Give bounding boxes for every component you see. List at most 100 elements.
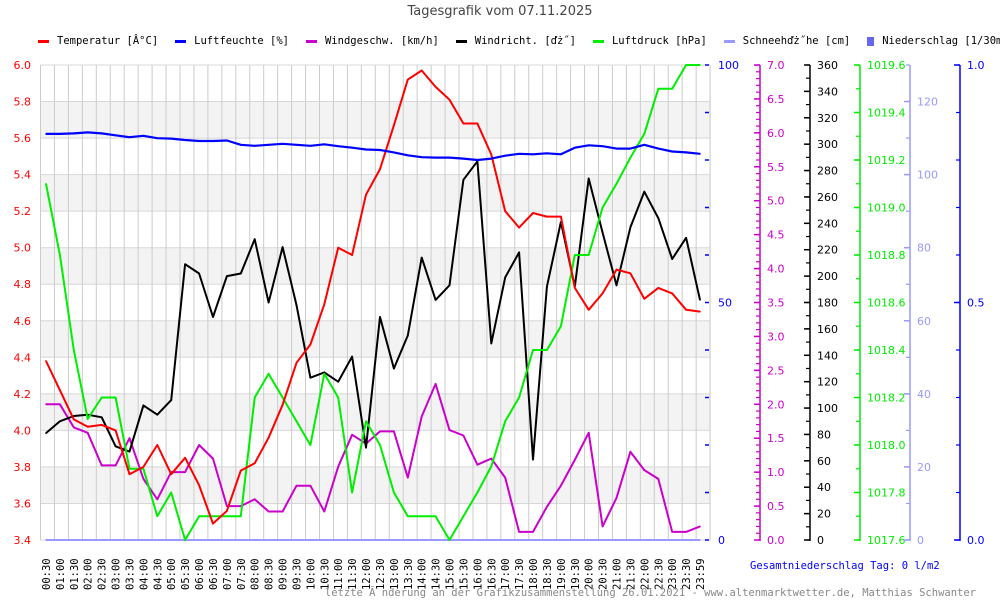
x-tick-label: 02:00 bbox=[83, 558, 95, 590]
data-point bbox=[59, 133, 61, 135]
data-point bbox=[699, 299, 701, 301]
data-point bbox=[573, 459, 576, 461]
data-point bbox=[476, 463, 479, 466]
data-point bbox=[267, 539, 270, 541]
data-point bbox=[504, 154, 506, 157]
legend-label: Temperatur [Â°C] bbox=[57, 35, 159, 47]
windspeed-tick-label: 5.0 bbox=[767, 195, 785, 208]
data-point bbox=[560, 484, 562, 487]
data-point bbox=[156, 444, 159, 446]
data-point bbox=[323, 372, 326, 375]
x-tick-label: 09:00 bbox=[278, 558, 290, 590]
data-point bbox=[587, 431, 590, 434]
data-point bbox=[504, 476, 506, 479]
winddir-tick-label: 60 bbox=[817, 455, 831, 468]
data-point bbox=[462, 178, 465, 181]
series-dir bbox=[45, 160, 701, 461]
data-point bbox=[45, 133, 47, 135]
legend-label: Niederschlag [1/30min] bbox=[882, 35, 1000, 47]
windspeed-tick-label: 0.5 bbox=[767, 500, 785, 513]
data-point bbox=[615, 539, 618, 541]
data-point bbox=[685, 151, 687, 154]
data-point bbox=[337, 465, 340, 468]
data-point bbox=[434, 539, 437, 541]
winddir-tick-label: 0 bbox=[817, 534, 824, 547]
data-point bbox=[671, 292, 673, 295]
data-point bbox=[281, 143, 284, 145]
pressure-tick-label: 1018.0 bbox=[867, 439, 906, 452]
x-tick-label: 02:30 bbox=[97, 558, 109, 590]
data-point bbox=[490, 465, 493, 468]
data-point bbox=[281, 510, 284, 513]
data-point bbox=[601, 145, 604, 148]
x-tick-label: 01:00 bbox=[55, 558, 67, 590]
data-point bbox=[629, 156, 632, 159]
data-point bbox=[546, 215, 548, 218]
data-point bbox=[253, 462, 256, 465]
data-point bbox=[226, 139, 228, 142]
temp-tick-label: 5.0 bbox=[14, 242, 32, 255]
data-point bbox=[100, 464, 103, 467]
pressure-tick-label: 1019.4 bbox=[867, 107, 906, 120]
pressure-tick-label: 1019.2 bbox=[867, 154, 906, 167]
data-point bbox=[699, 525, 701, 528]
x-tick-label: 23:59 bbox=[695, 558, 707, 590]
data-point bbox=[253, 539, 256, 541]
data-point bbox=[100, 416, 103, 419]
snow-tick-label: 40 bbox=[917, 388, 931, 401]
data-point bbox=[198, 444, 200, 446]
data-point bbox=[240, 272, 242, 275]
data-point bbox=[240, 539, 242, 541]
x-tick-label: 18:00 bbox=[528, 558, 540, 590]
data-point bbox=[601, 292, 604, 295]
data-point bbox=[365, 539, 367, 541]
data-point bbox=[560, 215, 562, 218]
legend-swatch bbox=[867, 36, 875, 46]
data-point bbox=[406, 334, 409, 337]
data-point bbox=[518, 153, 520, 155]
data-point bbox=[615, 284, 618, 287]
data-point bbox=[671, 531, 673, 533]
data-point bbox=[351, 491, 353, 494]
legend-label: Windricht. [ďż˝] bbox=[474, 35, 576, 47]
data-point bbox=[699, 539, 701, 541]
data-point bbox=[490, 157, 493, 160]
data-point bbox=[379, 149, 381, 151]
windspeed-tick-label: 6.0 bbox=[767, 127, 785, 140]
x-tick-label: 18:30 bbox=[542, 558, 554, 590]
data-point bbox=[86, 431, 89, 434]
data-point bbox=[73, 349, 75, 351]
data-point bbox=[337, 246, 340, 249]
windspeed-tick-label: 1.5 bbox=[767, 432, 785, 445]
data-point bbox=[643, 469, 646, 471]
data-point bbox=[295, 420, 298, 423]
data-point bbox=[365, 148, 367, 151]
data-point bbox=[629, 450, 632, 453]
x-tick-label: 10:30 bbox=[319, 558, 331, 590]
precip-tick-label: 0.0 bbox=[967, 534, 985, 547]
data-point bbox=[142, 478, 145, 480]
data-point bbox=[295, 361, 298, 364]
data-point bbox=[448, 539, 451, 541]
data-point bbox=[142, 466, 145, 468]
series-line-wind bbox=[46, 382, 701, 533]
x-tick-label: 19:00 bbox=[556, 558, 568, 590]
data-point bbox=[420, 156, 423, 158]
x-tick-label: 20:30 bbox=[598, 558, 610, 590]
x-tick-label: 05:00 bbox=[166, 558, 178, 590]
data-point bbox=[309, 343, 312, 346]
data-point bbox=[448, 156, 451, 159]
data-point bbox=[45, 403, 47, 406]
data-point bbox=[657, 87, 660, 90]
data-point bbox=[615, 147, 618, 150]
pressure-tick-label: 1018.2 bbox=[867, 392, 906, 405]
data-point bbox=[156, 498, 159, 501]
data-point bbox=[73, 132, 75, 135]
pressure-tick-label: 1019.6 bbox=[867, 59, 906, 72]
winddir-tick-label: 80 bbox=[817, 428, 831, 441]
winddir-tick-label: 180 bbox=[817, 297, 838, 310]
winddir-tick-label: 360 bbox=[817, 59, 838, 72]
data-point bbox=[406, 78, 409, 81]
data-point bbox=[100, 396, 103, 399]
data-point bbox=[323, 303, 326, 306]
